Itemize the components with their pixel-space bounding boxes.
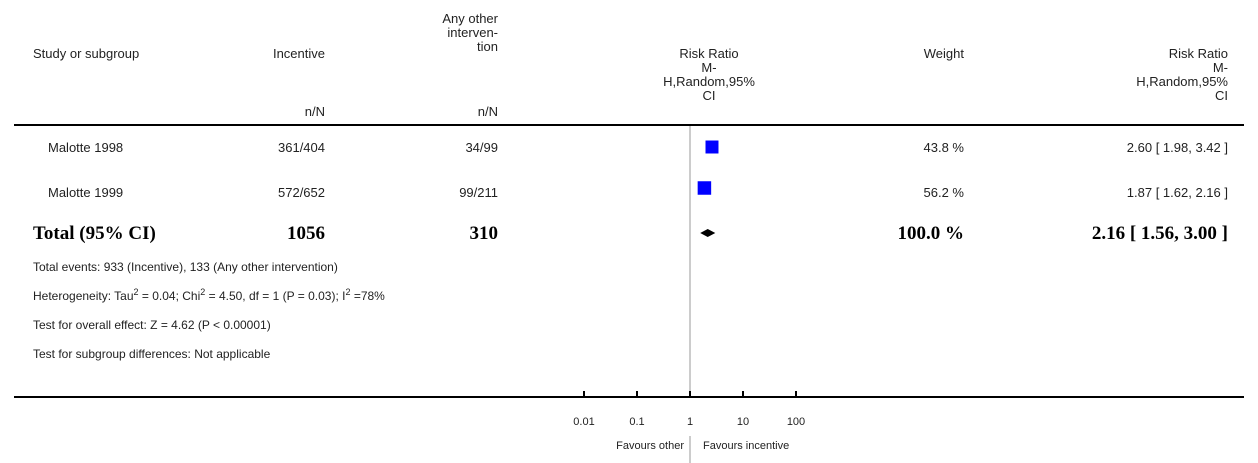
footnote-events: Total events: 933 (Incentive), 133 (Any …: [33, 260, 338, 274]
x-tick-label-3: 1: [687, 416, 693, 428]
header-study: Study or subgroup: [33, 46, 140, 61]
study-ci-2: 1.87 [ 1.62, 2.16 ]: [1126, 185, 1228, 200]
total-other: 310: [469, 223, 499, 244]
pooled-diamond: [700, 229, 716, 237]
total-label: Total (95% CI): [33, 223, 156, 244]
header-other: Any other interven- tion: [442, 12, 498, 54]
het-i-sup: 2: [345, 287, 351, 297]
header-other-line1: Any other: [442, 11, 498, 26]
total-weight: 100.0 %: [897, 223, 965, 244]
header-nN-incentive: n/N: [304, 104, 325, 119]
x-tick-label-5: 100: [787, 416, 805, 428]
study-name-1: Malotte 1998: [48, 140, 124, 155]
x-tick-label-1: 0.01: [573, 416, 594, 428]
header-rr-value-line4: CI: [1215, 88, 1228, 103]
header-rr-value-line2: M-: [1212, 60, 1228, 75]
header-rr-plot-line1: Risk Ratio: [679, 46, 739, 61]
header-rr-value: Risk Ratio M- H,Random,95% CI: [1136, 47, 1228, 103]
study-weight-2: 56.2 %: [923, 185, 964, 200]
header-rr-plot: Risk Ratio M- H,Random,95% CI: [654, 47, 764, 103]
header-weight: Weight: [923, 46, 964, 61]
study-incentive-2: 572/652: [278, 185, 325, 200]
footnote-overall-effect: Test for overall effect: Z = 4.62 (P < 0…: [33, 318, 271, 332]
study-weight-1: 43.8 %: [923, 140, 964, 155]
study-ci-1: 2.60 [ 1.98, 3.42 ]: [1126, 140, 1228, 155]
het-mid2: = 4.50, df = 1 (P = 0.03); I: [205, 289, 346, 303]
study-incentive-1: 361/404: [278, 140, 325, 155]
header-other-line2: interven-: [447, 25, 498, 40]
favours-right: Favours incentive: [703, 440, 790, 452]
x-tick-label-4: 10: [737, 416, 749, 428]
header-nN-other: n/N: [477, 104, 498, 119]
het-tau-sup: 2: [133, 287, 139, 297]
header-rule: [14, 124, 1244, 126]
header-rr-plot-line2: M-: [701, 60, 717, 75]
footnote-subgroup: Test for subgroup differences: Not appli…: [33, 347, 271, 361]
total-incentive: 1056: [287, 223, 325, 244]
het-mid1: = 0.04; Chi: [138, 289, 201, 303]
het-chi-sup: 2: [200, 287, 206, 297]
study-other-2: 99/211: [459, 185, 498, 200]
het-prefix: Heterogeneity: Tau: [33, 289, 134, 303]
header-rr-value-line3: H,Random,95%: [1136, 74, 1228, 89]
study-other-1: 34/99: [465, 140, 498, 155]
favours-left: Favours other: [616, 440, 684, 452]
header-rr-plot-line4: CI: [702, 88, 716, 103]
header-rr-plot-line3: H,Random,95%: [663, 74, 755, 89]
footnote-heterogeneity: Heterogeneity: Tau2 = 0.04; Chi2 = 4.50,…: [33, 287, 385, 304]
study-box-2: [697, 181, 712, 195]
header-rr-value-line1: Risk Ratio: [1168, 46, 1228, 61]
study-box-1: [705, 140, 719, 154]
header-incentive: Incentive: [272, 46, 325, 61]
total-ci: 2.16 [ 1.56, 3.00 ]: [1091, 223, 1228, 244]
het-suffix: =78%: [350, 289, 385, 303]
x-tick-label-2: 0.1: [629, 416, 644, 428]
study-name-2: Malotte 1999: [48, 185, 124, 200]
header-other-line3: tion: [477, 39, 498, 54]
